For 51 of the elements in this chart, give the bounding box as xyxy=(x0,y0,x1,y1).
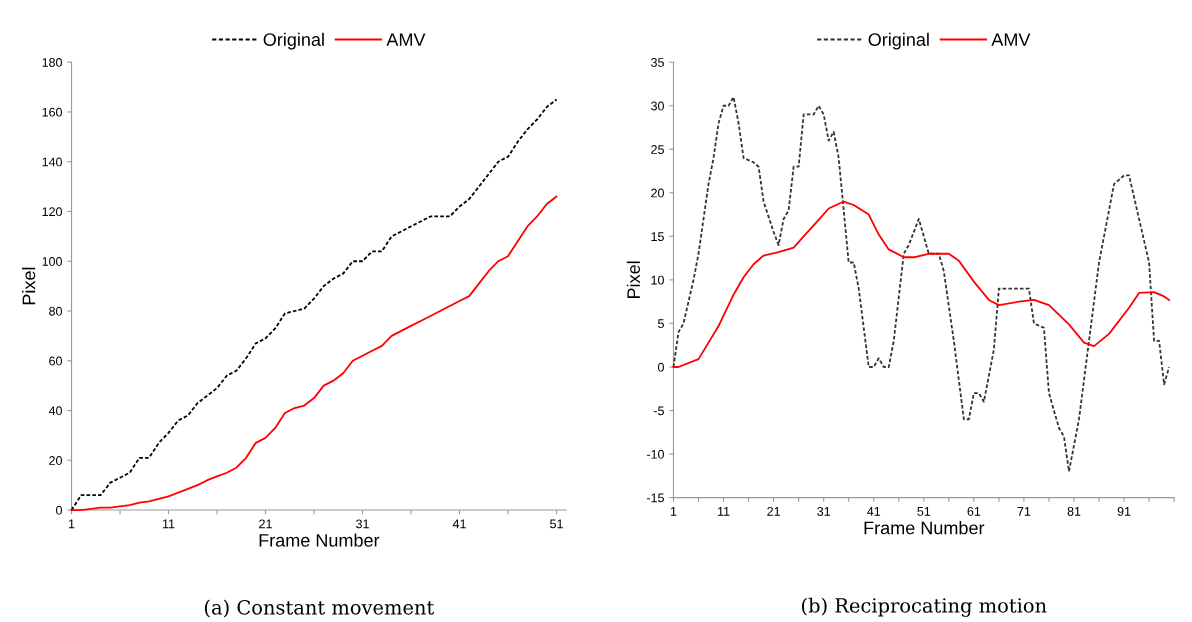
y-tick-label: 0 xyxy=(657,362,664,372)
y-tick-label: -15 xyxy=(646,493,664,503)
y-tick-label: 30 xyxy=(651,101,664,111)
y-tick-label: -10 xyxy=(646,449,664,459)
y-tick-label: 0 xyxy=(56,505,62,515)
y-tick-label: 120 xyxy=(42,207,63,217)
line-series xyxy=(70,195,558,511)
y-tick-label: 80 xyxy=(49,306,62,316)
x-tick-label: 41 xyxy=(452,519,466,529)
x-tick-label: 11 xyxy=(162,519,175,529)
y-axis-title: Pixel xyxy=(626,261,641,298)
y-tick-label: -5 xyxy=(653,406,664,416)
line-series xyxy=(672,200,1171,368)
y-tick-label: 40 xyxy=(48,406,62,416)
x-tick-label: 61 xyxy=(967,506,981,516)
y-tick-label: 140 xyxy=(42,157,63,167)
line-series xyxy=(672,96,1171,473)
y-tick-label: 5 xyxy=(658,319,664,329)
y-tick-label: 20 xyxy=(49,456,62,465)
y-tick-label: 60 xyxy=(49,356,62,366)
line-series xyxy=(70,98,558,511)
legend-label: Original xyxy=(868,32,929,50)
x-tick-label: 21 xyxy=(259,519,272,529)
legend-label: AMV xyxy=(386,33,426,46)
x-tick-label: 81 xyxy=(1067,506,1081,516)
text: (b) Reciprocating motion xyxy=(802,597,1047,617)
y-tick-label: 180 xyxy=(42,58,63,67)
y-tick-label: 20 xyxy=(651,188,664,198)
x-tick-label: 31 xyxy=(356,519,369,529)
y-axis-title: Pixel xyxy=(22,267,36,305)
x-tick-label: 71 xyxy=(1017,507,1031,516)
x-axis-title: Frame Number xyxy=(259,533,380,547)
x-tick-label: 11 xyxy=(718,507,730,516)
y-tick-label: 100 xyxy=(42,257,63,266)
y-tick-label: 160 xyxy=(42,107,63,117)
y-tick-label: 35 xyxy=(651,58,664,67)
text: (a) Constant movement xyxy=(204,599,435,618)
x-tick-label: 1 xyxy=(69,519,75,529)
y-tick-label: 10 xyxy=(651,275,664,285)
x-tick-label: 1 xyxy=(670,507,677,516)
x-tick-label: 91 xyxy=(1117,506,1131,516)
x-tick-label: 51 xyxy=(917,507,931,516)
legend-label: AMV xyxy=(991,33,1031,46)
x-tick-label: 51 xyxy=(550,519,563,529)
x-tick-label: 41 xyxy=(867,507,881,516)
y-tick-label: 25 xyxy=(651,145,664,154)
x-tick-label: 21 xyxy=(767,506,780,516)
y-tick-label: 15 xyxy=(651,232,664,242)
legend-label: Original xyxy=(263,32,324,50)
x-tick-label: 31 xyxy=(817,506,831,516)
x-axis-title: Frame Number xyxy=(864,521,985,535)
